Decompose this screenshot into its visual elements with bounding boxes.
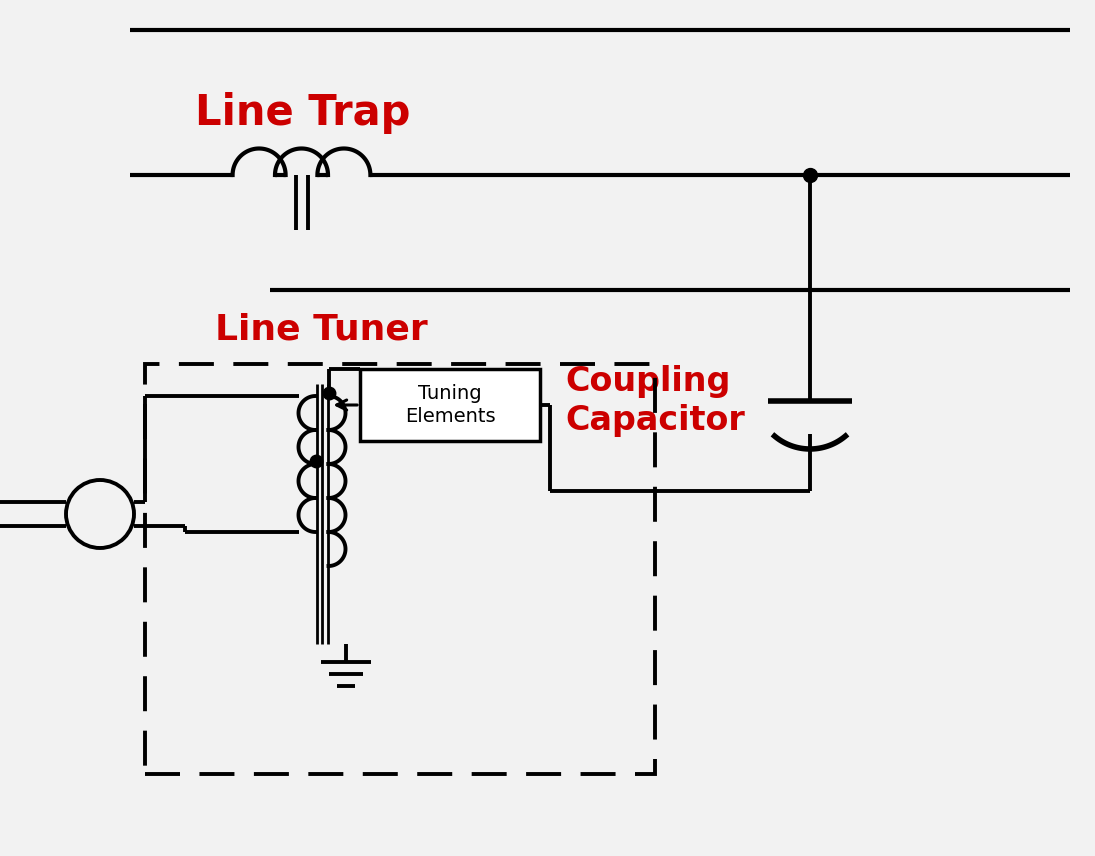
Bar — [145, 364, 655, 774]
Text: Line Trap: Line Trap — [195, 92, 411, 134]
Text: Tuning
Elements: Tuning Elements — [405, 383, 495, 426]
Text: Coupling
Capacitor: Coupling Capacitor — [565, 366, 745, 437]
Text: Line Tuner: Line Tuner — [215, 312, 428, 346]
FancyBboxPatch shape — [360, 369, 540, 441]
